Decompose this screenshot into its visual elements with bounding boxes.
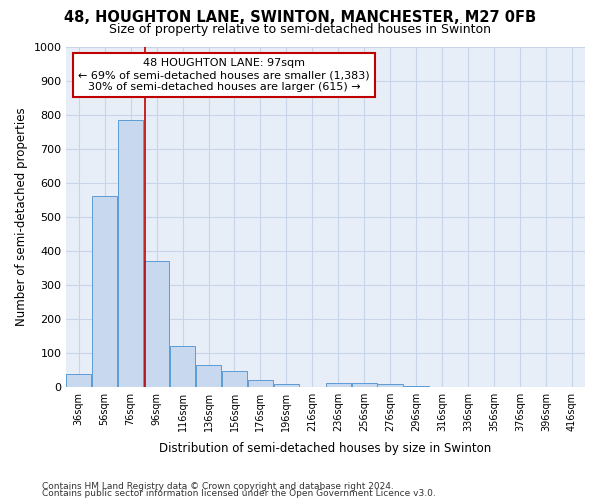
Bar — [144, 261, 169, 388]
Text: 48 HOUGHTON LANE: 97sqm
← 69% of semi-detached houses are smaller (1,383)
30% of: 48 HOUGHTON LANE: 97sqm ← 69% of semi-de… — [78, 58, 370, 92]
Bar — [377, 384, 403, 388]
Bar — [118, 120, 143, 388]
Bar — [66, 374, 91, 388]
Text: Contains public sector information licensed under the Open Government Licence v3: Contains public sector information licen… — [42, 490, 436, 498]
Text: Contains HM Land Registry data © Crown copyright and database right 2024.: Contains HM Land Registry data © Crown c… — [42, 482, 394, 491]
Bar — [170, 346, 196, 388]
Bar — [326, 384, 351, 388]
Bar — [352, 384, 377, 388]
Bar — [92, 196, 118, 388]
Text: Size of property relative to semi-detached houses in Swinton: Size of property relative to semi-detach… — [109, 22, 491, 36]
Bar — [274, 384, 299, 388]
X-axis label: Distribution of semi-detached houses by size in Swinton: Distribution of semi-detached houses by … — [159, 442, 491, 455]
Bar — [248, 380, 273, 388]
Y-axis label: Number of semi-detached properties: Number of semi-detached properties — [15, 108, 28, 326]
Text: 48, HOUGHTON LANE, SWINTON, MANCHESTER, M27 0FB: 48, HOUGHTON LANE, SWINTON, MANCHESTER, … — [64, 10, 536, 25]
Bar — [222, 371, 247, 388]
Bar — [196, 365, 221, 388]
Bar — [403, 386, 429, 388]
